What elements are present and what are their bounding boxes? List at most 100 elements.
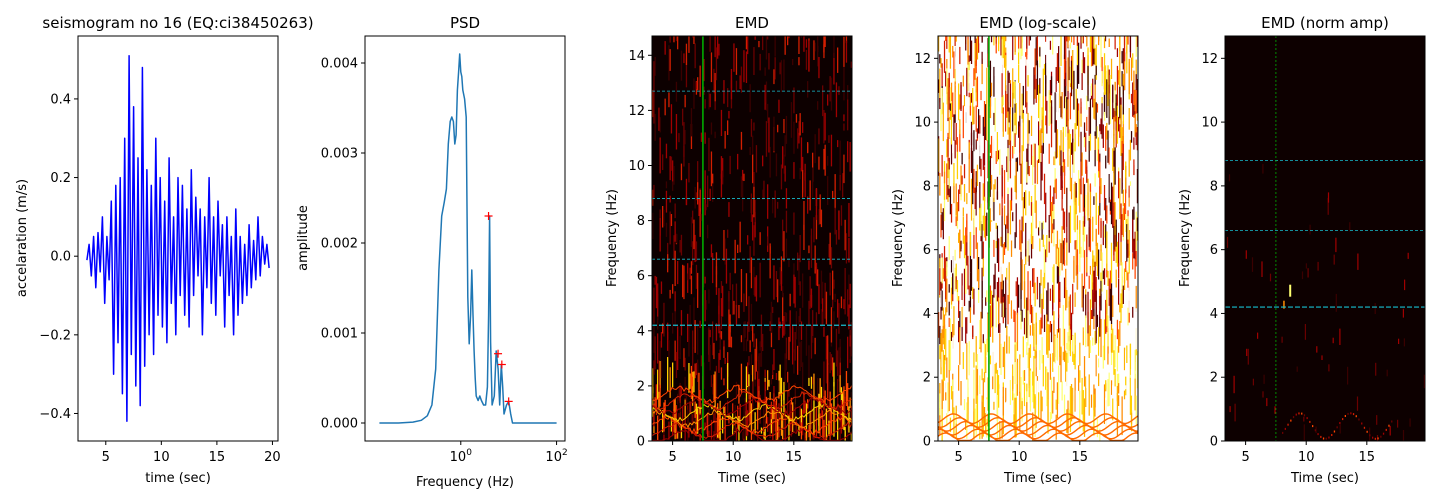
seismogram-y-ticks: −0.4−0.20.00.20.4 [39,92,78,422]
emd-heat-cell [847,410,849,440]
emd-log-heat-cell [953,51,955,79]
emd-heat-cell [798,121,800,138]
emd-log-heat-cell [969,353,972,383]
emd-log-heat-cell [1053,156,1055,166]
emd-log-heat-cell [1105,224,1107,249]
emd-log-heat-cell [1001,97,1003,114]
emd-log-heat-cell [972,173,974,205]
emd-log-heat-cell [1025,299,1027,340]
emd-log-heat-cell [1067,57,1069,92]
emd-log-heat-cell [1087,65,1089,102]
emd-log-heat-cell [1128,185,1130,198]
emd-log-heat-cell [1025,248,1027,265]
emd-log-heat-cell [966,133,968,165]
seismogram-x-tick-label: 15 [209,450,226,465]
emd-log-heat-cell [1076,387,1079,400]
emd-log-heat-cell [1080,52,1082,81]
emd-norm-heat-cell [1328,364,1330,372]
emd-heat-cell [714,371,716,408]
emd-log-heat-cell [1015,281,1017,297]
emd-log-heat-cell [1007,260,1009,295]
emd-log-heat-cell [975,39,977,74]
emd-heat-cell [774,190,776,218]
emd-log-heat-cell [1112,398,1114,421]
emd-log-heat-cell [948,72,950,110]
emd-heat-cell [832,190,834,198]
emd-log-heat-cell [1113,166,1115,207]
emd-heat-cell [780,399,783,418]
emd-log-heat-cell [968,153,970,193]
emd-log-heat-cell [954,267,956,292]
emd-heat-cell [820,309,823,327]
emd-norm-heat-cell [1376,415,1378,425]
emd-heat-cell [665,190,668,213]
emd-log-heat-cell [1083,249,1086,289]
emd-log-heat-cell [1048,143,1050,164]
emd-heat-cell [747,362,749,387]
emd-norm-heat-cell [1290,419,1292,422]
emd-heat-cell [675,352,678,378]
emd-norm-heat-cell [1303,414,1306,417]
emd-log-heat-cell [979,320,981,348]
emd-log-heat-cell [1063,211,1066,234]
emd-log-heat-cell [961,248,963,260]
emd-log-heat-cell [1116,346,1119,372]
emd-heat-cell [767,103,769,124]
emd-norm-heat-cell [1336,426,1338,429]
emd-heat-cell [825,291,828,325]
emd-heat-cell [764,381,766,405]
emd-heat-cell [830,247,833,269]
emd-heat-cell [804,163,806,198]
emd-log-heat-cell [1073,387,1075,428]
emd-log-heat-cell [1055,399,1057,410]
emd-log-heat-cell [1089,98,1092,134]
emd-log-heat-cell [1133,105,1135,116]
emd-heat-cell [798,57,800,66]
emd-log-heat-cell [1045,36,1047,42]
emd-heat-cell [814,245,816,274]
emd-log-frame [937,35,1139,442]
emd-heat-cell [835,348,838,367]
emd-heat-cell [750,193,753,222]
emd-heat-cell [750,403,753,431]
emd-heat-cell [783,316,785,336]
emd-heat-cell [848,304,850,330]
emd-log-heat-cell [953,407,955,438]
emd-log-heat-cell [1116,319,1119,340]
emd-log-heat-cell [968,285,970,296]
emd-log-heat-cell [1073,36,1075,45]
emd-log-heat-cell [953,114,955,141]
emd-norm-heat-cell [1289,284,1292,297]
emd-log-heat-cell [1066,187,1068,227]
emd-log-heat-cell [1102,99,1104,125]
emd-heat-cell [810,235,813,268]
emd-log-heat-cell [1121,224,1123,235]
emd-heat-cell [745,339,748,352]
emd-log-heat-cell [1092,258,1094,290]
emd-norm-x-axis-label: Time (sec) [1290,471,1359,486]
emd-log-heat-cell [974,423,976,434]
emd-norm-heat-cell [1332,337,1334,344]
emd-norm-heat-cell [1314,429,1316,432]
emd-log-heat-cell [1079,223,1081,254]
emd-log-heat-cell [989,155,992,193]
emd-log-heat-cell [1074,123,1076,152]
emd-log-heat-cell [967,127,969,168]
emd-heat-cell [808,260,810,270]
emd-heat-cell [819,378,821,409]
emd-log-heat-cell [1065,72,1067,87]
seismogram-y-tick-label: 0.2 [50,171,71,186]
emd-log-heat-cell [992,302,994,325]
emd-log-heat-cell [1014,36,1016,53]
emd-log-heat-cell [1128,189,1130,207]
emd-log-heat-cell [1049,80,1052,95]
emd-log-heat-cell [1012,408,1014,423]
emd-log-heat-cell [1022,197,1024,232]
emd-log-y-tick-label: 8 [923,179,931,194]
emd-heat-cell [722,170,724,185]
emd-log-heat-cell [986,67,988,104]
emd-heat-cell [727,400,729,414]
emd-log-heat-cell [1103,319,1106,361]
emd-log-heat-cell [941,63,943,97]
emd-log-heat-cell [1136,218,1138,232]
